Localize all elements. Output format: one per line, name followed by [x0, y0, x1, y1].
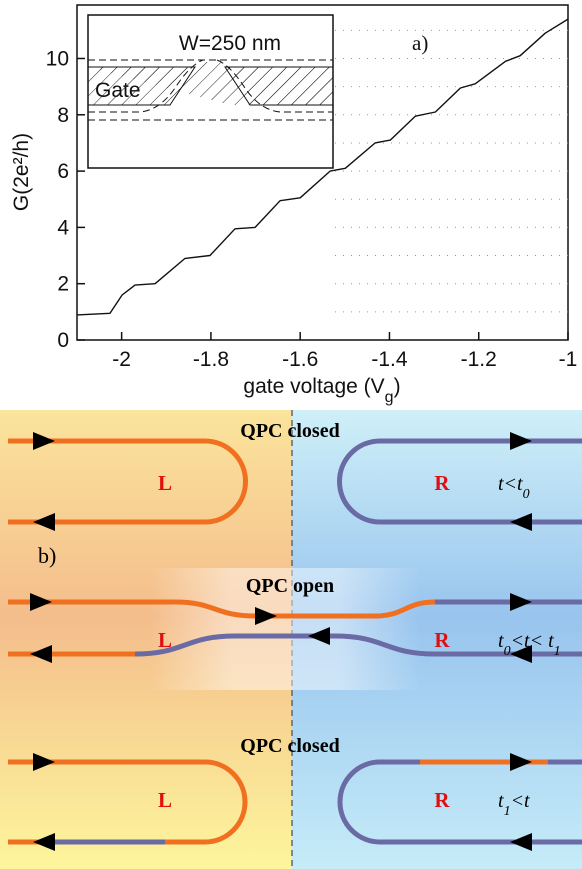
- panel-label: b): [38, 543, 56, 568]
- x-tick-label: -2: [112, 348, 131, 371]
- x-tick-label: -1: [559, 348, 578, 371]
- left-lead-label: L: [158, 628, 172, 652]
- panel-label: a): [412, 31, 428, 55]
- arrow: [33, 432, 55, 450]
- arrow: [510, 432, 532, 450]
- right-lead-label: R: [434, 788, 450, 812]
- y-tick-label: 6: [57, 160, 69, 183]
- time-label-part: 1: [504, 804, 511, 819]
- gate-label: Gate: [95, 79, 141, 102]
- time-label-part: 1: [554, 644, 561, 659]
- gate-right: [224, 66, 334, 106]
- arrow: [510, 645, 532, 663]
- arrow: [510, 833, 532, 851]
- x-tick-label: -1.6: [282, 348, 318, 371]
- time-label-part: 0: [504, 644, 511, 659]
- y-tick-label: 8: [57, 104, 69, 127]
- edge-state-left: [8, 438, 248, 525]
- inset: W=250 nm Gate: [87, 14, 334, 169]
- y-axis-label: G(2e²/h): [10, 133, 33, 211]
- x-tick-label: -1.8: [193, 348, 229, 371]
- y-tick-label: 0: [57, 329, 69, 352]
- right-lead-label: R: [434, 471, 450, 495]
- time-label-part: 0: [523, 487, 530, 502]
- plot-frame: [76, 4, 569, 341]
- x-tick-label: -1.4: [371, 348, 408, 371]
- gate-left: [87, 66, 196, 106]
- arrows: [30, 432, 532, 851]
- panel-title: QPC closed: [240, 735, 339, 757]
- time-label-part: <t< t: [511, 630, 555, 652]
- y-tick-label: 4: [57, 216, 69, 239]
- time-label: t<t0: [498, 473, 530, 502]
- left-lead-label: L: [158, 471, 172, 495]
- x-tick-label: -1.2: [461, 348, 497, 371]
- arrow: [255, 607, 277, 625]
- x-axis-label-part: gate voltage (V: [243, 375, 384, 398]
- time-label-part: t<t: [498, 473, 523, 495]
- time-label: t1<t: [498, 790, 530, 819]
- arrow: [33, 513, 55, 531]
- edge-state-left-3: [8, 759, 248, 845]
- y-tick-label: 10: [46, 47, 69, 70]
- time-label-part: t: [498, 630, 504, 652]
- edge-state-right: [337, 438, 582, 525]
- x-axis-label-part: g: [385, 389, 394, 406]
- x-axis-label-part: ): [394, 375, 401, 398]
- right-lead-label: R: [434, 628, 450, 652]
- arrow: [30, 645, 52, 663]
- time-label-part: t: [498, 790, 504, 812]
- arrow: [33, 753, 55, 771]
- arrow: [30, 593, 52, 611]
- edge-state-open-bottom: [134, 633, 582, 657]
- arrow: [33, 833, 55, 851]
- arrow: [510, 753, 532, 771]
- arrow: [510, 513, 532, 531]
- qpc-open-region: [150, 568, 420, 690]
- left-lead-label: L: [158, 788, 172, 812]
- chart-a: W=250 nm Gate a) G(2e²/h) gate voltage (…: [10, 4, 578, 406]
- width-label: W=250 nm: [179, 32, 281, 55]
- x-axis-label: gate voltage (Vg): [243, 375, 400, 406]
- time-label-part: <t: [511, 790, 530, 812]
- time-label: t0<t< t1: [498, 630, 561, 659]
- panel-title: QPC closed: [240, 420, 339, 442]
- panel-title: QPC open: [246, 575, 334, 597]
- edge-state-right-3: [337, 759, 582, 845]
- arrow: [308, 627, 330, 645]
- y-tick-label: 2: [57, 273, 69, 296]
- data-line: [76, 18, 569, 316]
- edge-state-open-top: [8, 599, 436, 619]
- channel-edge: [88, 59, 333, 121]
- arrow: [510, 593, 532, 611]
